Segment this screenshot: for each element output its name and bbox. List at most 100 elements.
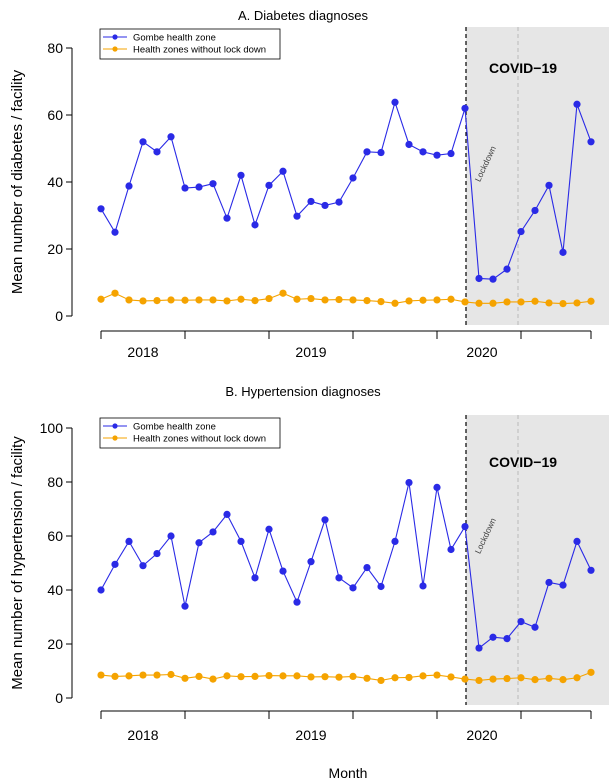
data-point bbox=[181, 602, 189, 610]
year-label-2018: 2018 bbox=[127, 727, 158, 743]
data-point bbox=[559, 581, 567, 589]
data-point bbox=[517, 674, 525, 682]
data-point bbox=[419, 582, 427, 590]
data-point bbox=[517, 298, 525, 306]
data-point bbox=[573, 674, 581, 682]
data-point bbox=[419, 148, 427, 156]
data-point bbox=[405, 673, 413, 682]
data-point bbox=[461, 104, 469, 112]
data-point bbox=[349, 584, 357, 592]
data-point bbox=[503, 298, 511, 306]
data-point bbox=[489, 675, 497, 683]
data-point bbox=[335, 574, 343, 582]
data-point bbox=[503, 635, 511, 643]
data-point bbox=[307, 294, 315, 303]
data-point bbox=[447, 545, 455, 554]
data-point bbox=[237, 295, 245, 303]
data-point bbox=[293, 672, 301, 680]
data-point bbox=[153, 671, 161, 679]
panel-a-diabetes: 0 20 40 60 80 A. Diabetes diagnoses Mean num… bbox=[9, 8, 609, 360]
data-point bbox=[265, 671, 273, 680]
data-point bbox=[195, 296, 203, 304]
data-point bbox=[209, 296, 217, 304]
data-point bbox=[391, 537, 399, 546]
panel-title: A. Diabetes diagnoses bbox=[238, 8, 369, 23]
y-tick-label: 100 bbox=[40, 420, 64, 436]
year-label-2020: 2020 bbox=[466, 727, 497, 743]
y-tick-label: 60 bbox=[47, 107, 63, 123]
series-line-0 bbox=[100, 482, 592, 650]
data-point bbox=[111, 228, 119, 236]
data-point bbox=[489, 633, 497, 641]
data-point bbox=[531, 676, 539, 684]
legend: Gombe health zone Health zones without l… bbox=[99, 417, 281, 449]
panel-title: B. Hypertension diagnoses bbox=[225, 384, 381, 399]
data-point bbox=[349, 672, 357, 681]
data-point bbox=[363, 674, 371, 682]
data-point bbox=[587, 138, 595, 146]
data-point bbox=[167, 670, 175, 679]
legend-box bbox=[99, 28, 281, 60]
covid-annotation: COVID−19 bbox=[489, 454, 557, 470]
data-point bbox=[167, 296, 175, 304]
data-point bbox=[475, 676, 483, 685]
data-point bbox=[279, 167, 287, 175]
y-axis-label: Mean number of diabetes / facility bbox=[9, 69, 26, 294]
data-point bbox=[181, 184, 189, 192]
data-point bbox=[167, 133, 175, 141]
data-point bbox=[209, 180, 217, 188]
data-point bbox=[307, 673, 315, 681]
data-point bbox=[531, 297, 539, 305]
year-label-2019: 2019 bbox=[295, 344, 326, 360]
data-point bbox=[587, 668, 595, 676]
data-point bbox=[475, 644, 483, 652]
data-point bbox=[209, 675, 217, 683]
data-point bbox=[391, 674, 399, 682]
legend-label-no-lockdown: Health zones without lock down bbox=[133, 45, 266, 56]
data-point bbox=[97, 295, 105, 303]
data-point bbox=[545, 674, 553, 682]
covid-shaded-region bbox=[466, 415, 609, 705]
data-point bbox=[503, 674, 511, 683]
data-point bbox=[573, 100, 581, 108]
data-point bbox=[139, 562, 147, 570]
data-point bbox=[335, 198, 343, 206]
legend-label-gombe: Gombe health zone bbox=[133, 422, 216, 433]
x-axis-label: Month bbox=[329, 765, 368, 781]
data-point bbox=[125, 672, 133, 680]
data-point bbox=[573, 299, 581, 307]
y-tick-label: 0 bbox=[55, 308, 63, 324]
year-label-2018: 2018 bbox=[127, 344, 158, 360]
data-point bbox=[223, 214, 231, 222]
data-point bbox=[475, 299, 483, 307]
data-point bbox=[97, 205, 105, 213]
data-point bbox=[531, 206, 539, 215]
data-point bbox=[419, 296, 427, 304]
data-point bbox=[153, 148, 161, 156]
legend: Gombe health zone Health zones without l… bbox=[99, 28, 281, 60]
data-point bbox=[587, 566, 595, 574]
data-point bbox=[545, 299, 553, 307]
y-tick-label: 60 bbox=[47, 528, 63, 544]
data-point bbox=[293, 598, 301, 606]
data-point bbox=[195, 183, 203, 191]
data-point bbox=[391, 98, 399, 106]
data-point bbox=[335, 295, 343, 304]
data-point bbox=[461, 675, 469, 683]
data-point bbox=[363, 563, 371, 572]
data-point bbox=[349, 174, 357, 182]
data-point bbox=[125, 296, 133, 304]
data-point bbox=[545, 578, 553, 587]
data-point bbox=[237, 537, 245, 546]
y-tick-label: 0 bbox=[55, 690, 63, 706]
y-tick-label: 20 bbox=[47, 636, 63, 652]
data-point bbox=[377, 676, 385, 685]
data-point bbox=[139, 138, 147, 146]
data-point bbox=[461, 298, 469, 306]
data-point bbox=[153, 296, 161, 305]
data-point bbox=[251, 574, 259, 582]
legend-marker-gombe bbox=[112, 34, 118, 40]
data-point bbox=[517, 617, 525, 626]
panel-b-hypertension: 0 20 40 60 80 100 B. Hypertension diagnoses M… bbox=[9, 384, 609, 743]
